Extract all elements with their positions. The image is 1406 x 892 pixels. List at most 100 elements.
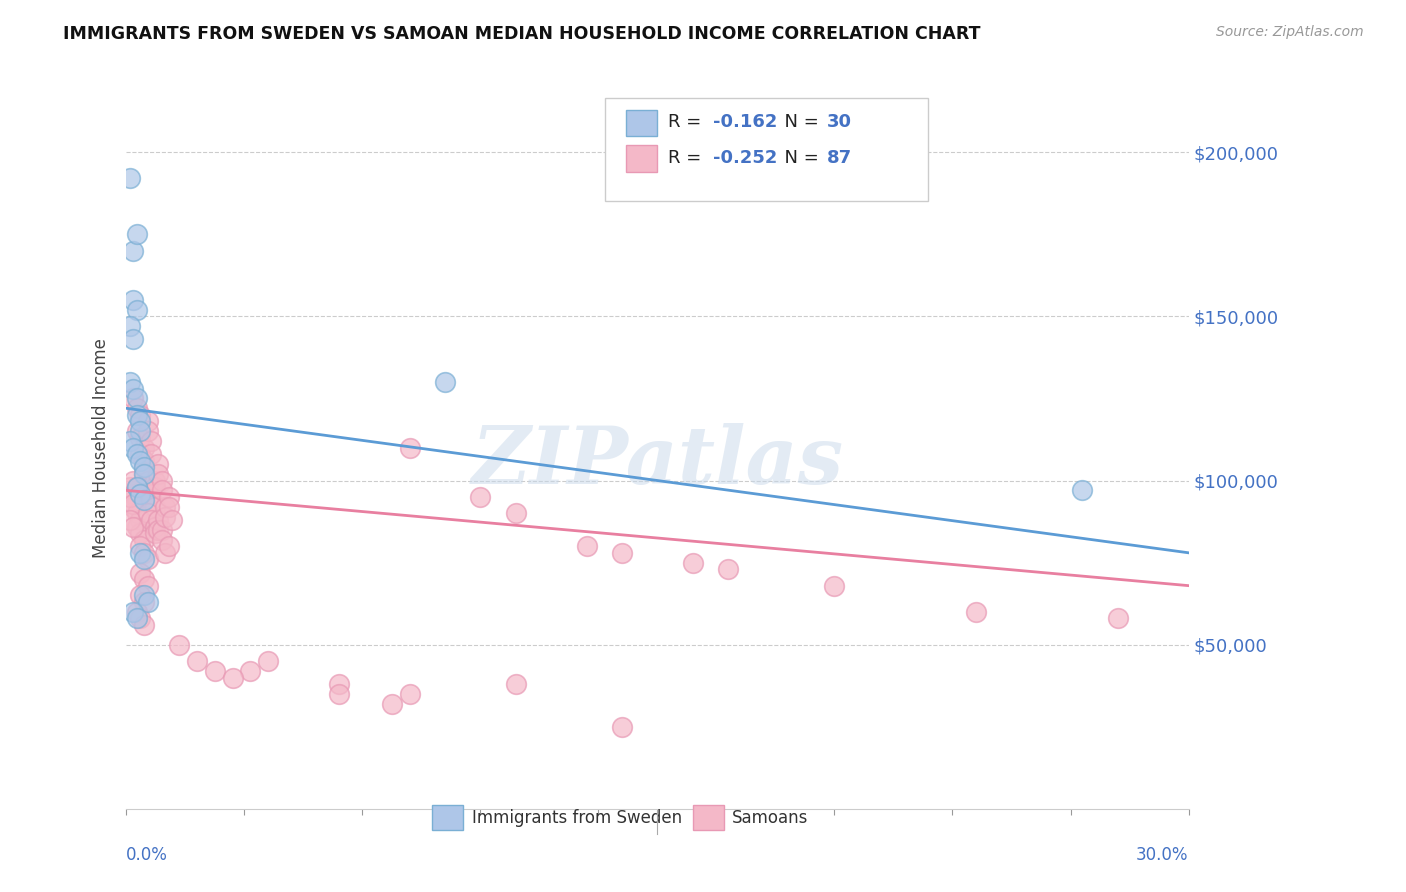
Point [682, 556, 704, 570]
Text: 87: 87 [827, 149, 852, 167]
Text: 30.0%: 30.0% [1136, 846, 1188, 863]
Text: R =: R = [668, 149, 707, 167]
Text: N =: N = [773, 113, 825, 131]
Point [125, 227, 148, 242]
Text: 30: 30 [827, 113, 852, 131]
Point [122, 382, 145, 396]
Point [155, 509, 177, 524]
Text: Samoans: Samoans [733, 809, 808, 827]
Point [143, 526, 166, 541]
Point [118, 319, 141, 334]
Point [136, 414, 159, 428]
Point [132, 460, 155, 475]
Point [1107, 611, 1129, 625]
Point [136, 552, 159, 566]
Point [186, 654, 208, 668]
Point [470, 490, 492, 504]
Point [129, 424, 152, 438]
Point [257, 654, 280, 668]
Point [433, 375, 456, 389]
Point [169, 638, 191, 652]
Y-axis label: Median Household Income: Median Household Income [93, 338, 110, 558]
Point [132, 441, 155, 455]
Point [132, 572, 155, 586]
Point [155, 500, 177, 514]
Point [118, 490, 141, 504]
Point [328, 677, 350, 691]
Point [118, 480, 141, 494]
Point [129, 513, 152, 527]
Point [136, 474, 159, 488]
Point [610, 546, 633, 560]
Point [122, 474, 145, 488]
Point [125, 408, 148, 422]
Point [150, 533, 173, 547]
Point [823, 579, 845, 593]
Point [129, 589, 152, 603]
Point [129, 539, 152, 553]
Point [125, 424, 148, 438]
Text: 0.0%: 0.0% [127, 846, 169, 863]
Point [157, 539, 180, 553]
Point [129, 526, 152, 541]
Point [122, 500, 145, 514]
Point [143, 480, 166, 494]
Point [146, 513, 169, 527]
Point [122, 605, 145, 619]
Point [125, 611, 148, 625]
Point [239, 664, 262, 678]
Point [204, 664, 226, 678]
Point [143, 500, 166, 514]
Point [146, 523, 169, 537]
Point [136, 480, 159, 494]
Point [122, 486, 145, 500]
Point [129, 408, 152, 422]
Point [122, 519, 145, 533]
Text: Source: ZipAtlas.com: Source: ZipAtlas.com [1216, 25, 1364, 39]
Point [505, 507, 527, 521]
Text: Immigrants from Sweden: Immigrants from Sweden [472, 809, 682, 827]
Point [118, 375, 141, 389]
Point [717, 562, 740, 576]
Point [132, 618, 155, 632]
Point [125, 302, 148, 317]
Text: IMMIGRANTS FROM SWEDEN VS SAMOAN MEDIAN HOUSEHOLD INCOME CORRELATION CHART: IMMIGRANTS FROM SWEDEN VS SAMOAN MEDIAN … [63, 25, 981, 43]
Point [139, 434, 162, 449]
Point [136, 579, 159, 593]
Point [162, 513, 184, 527]
Point [122, 496, 145, 510]
Point [125, 493, 148, 508]
Point [132, 493, 155, 508]
Point [118, 171, 141, 186]
Point [157, 500, 180, 514]
Point [136, 507, 159, 521]
Point [143, 519, 166, 533]
Point [150, 483, 173, 498]
Point [150, 523, 173, 537]
Point [146, 457, 169, 471]
Point [125, 401, 148, 416]
Point [122, 293, 145, 307]
Text: ZIPatlas: ZIPatlas [471, 424, 844, 501]
Point [118, 513, 141, 527]
Point [129, 414, 152, 428]
Point [139, 447, 162, 461]
Point [129, 566, 152, 580]
Point [129, 447, 152, 461]
Point [610, 720, 633, 734]
Point [965, 605, 987, 619]
Point [139, 486, 162, 500]
Point [150, 474, 173, 488]
Point [132, 467, 155, 481]
Point [505, 677, 527, 691]
Point [122, 392, 145, 406]
Point [129, 546, 152, 560]
Point [155, 546, 177, 560]
Point [381, 697, 404, 711]
Point [139, 513, 162, 527]
Point [132, 546, 155, 560]
Point [132, 595, 155, 609]
Point [125, 392, 148, 406]
Text: -0.162: -0.162 [713, 113, 778, 131]
Point [132, 467, 155, 481]
